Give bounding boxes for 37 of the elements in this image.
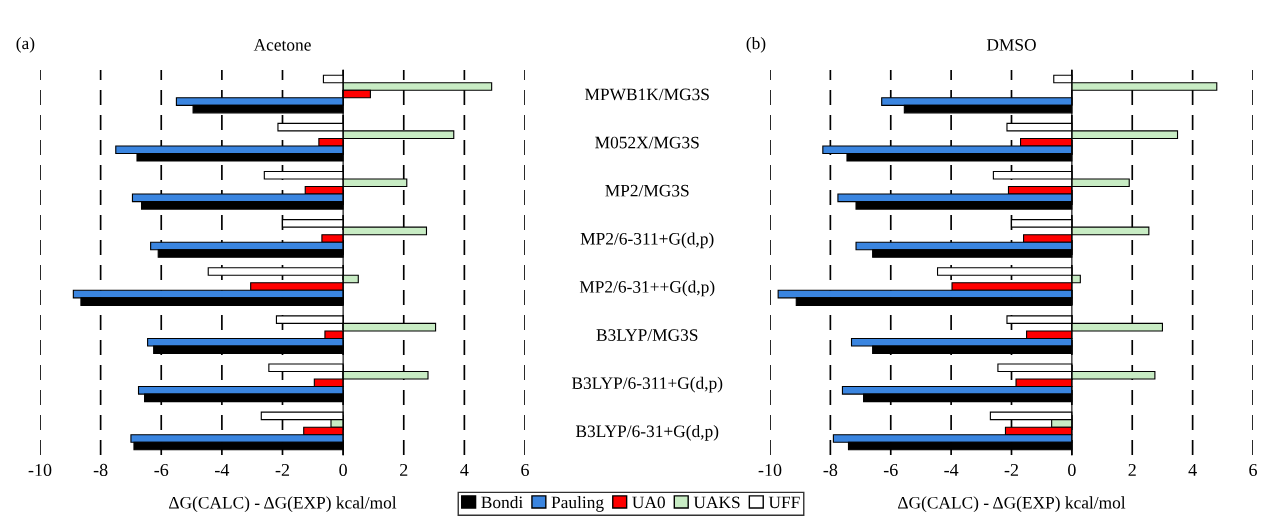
legend-label: UA0 — [632, 496, 665, 509]
x-axis-title: ΔG(CALC) - ΔG(EXP) kcal/mol — [898, 496, 1126, 513]
y-tick-label: B3LYP/MG3S — [596, 329, 698, 341]
y-tick-label: MP2/6-311+G(d,p) — [580, 232, 714, 249]
x-tick-label: -8 — [823, 463, 838, 477]
y-tick-label: B3LYP/6-31+G(d,p) — [575, 424, 719, 441]
x-tick-label: 4 — [1188, 463, 1197, 476]
x-tick-label: -2 — [1004, 463, 1019, 476]
x-tick-label: 6 — [1249, 463, 1257, 477]
legend-label: Bondi — [481, 496, 523, 509]
text: (b) — [746, 36, 766, 53]
x-tick-label: 6 — [521, 463, 529, 477]
x-tick-label: -2 — [275, 463, 290, 476]
legend-label: Pauling — [551, 496, 604, 512]
x-tick-label: 2 — [1128, 463, 1136, 476]
chart-title: Acetone — [253, 39, 311, 51]
y-tick-label: B3LYP/6-311+G(d,p) — [571, 376, 723, 393]
x-tick-label: -10 — [28, 463, 52, 477]
y-tick-label: MPWB1K/MG3S — [585, 88, 709, 101]
x-tick-label: -6 — [883, 463, 898, 477]
x-tick-label: 2 — [400, 463, 408, 476]
x-tick-label: 0 — [339, 463, 347, 477]
text: (a) — [16, 36, 35, 53]
x-tick-label: -10 — [758, 463, 782, 477]
y-tick-label: M052X/MG3S — [595, 136, 699, 149]
y-tick-label: MP2/6-31++G(d,p) — [579, 280, 715, 297]
chart-title: DMSO — [986, 39, 1036, 51]
x-tick-label: 0 — [1068, 463, 1076, 477]
x-tick-label: -4 — [215, 463, 230, 476]
x-axis-title: ΔG(CALC) - ΔG(EXP) kcal/mol — [169, 496, 397, 513]
y-tick-label: MP2/MG3S — [605, 184, 689, 197]
legend-label: UFF — [768, 496, 800, 509]
x-tick-label: -8 — [93, 463, 108, 477]
x-tick-label: 4 — [460, 463, 469, 476]
x-tick-label: -6 — [154, 463, 169, 477]
legend-label: UAKS — [693, 496, 740, 509]
x-tick-label: -4 — [944, 463, 959, 476]
